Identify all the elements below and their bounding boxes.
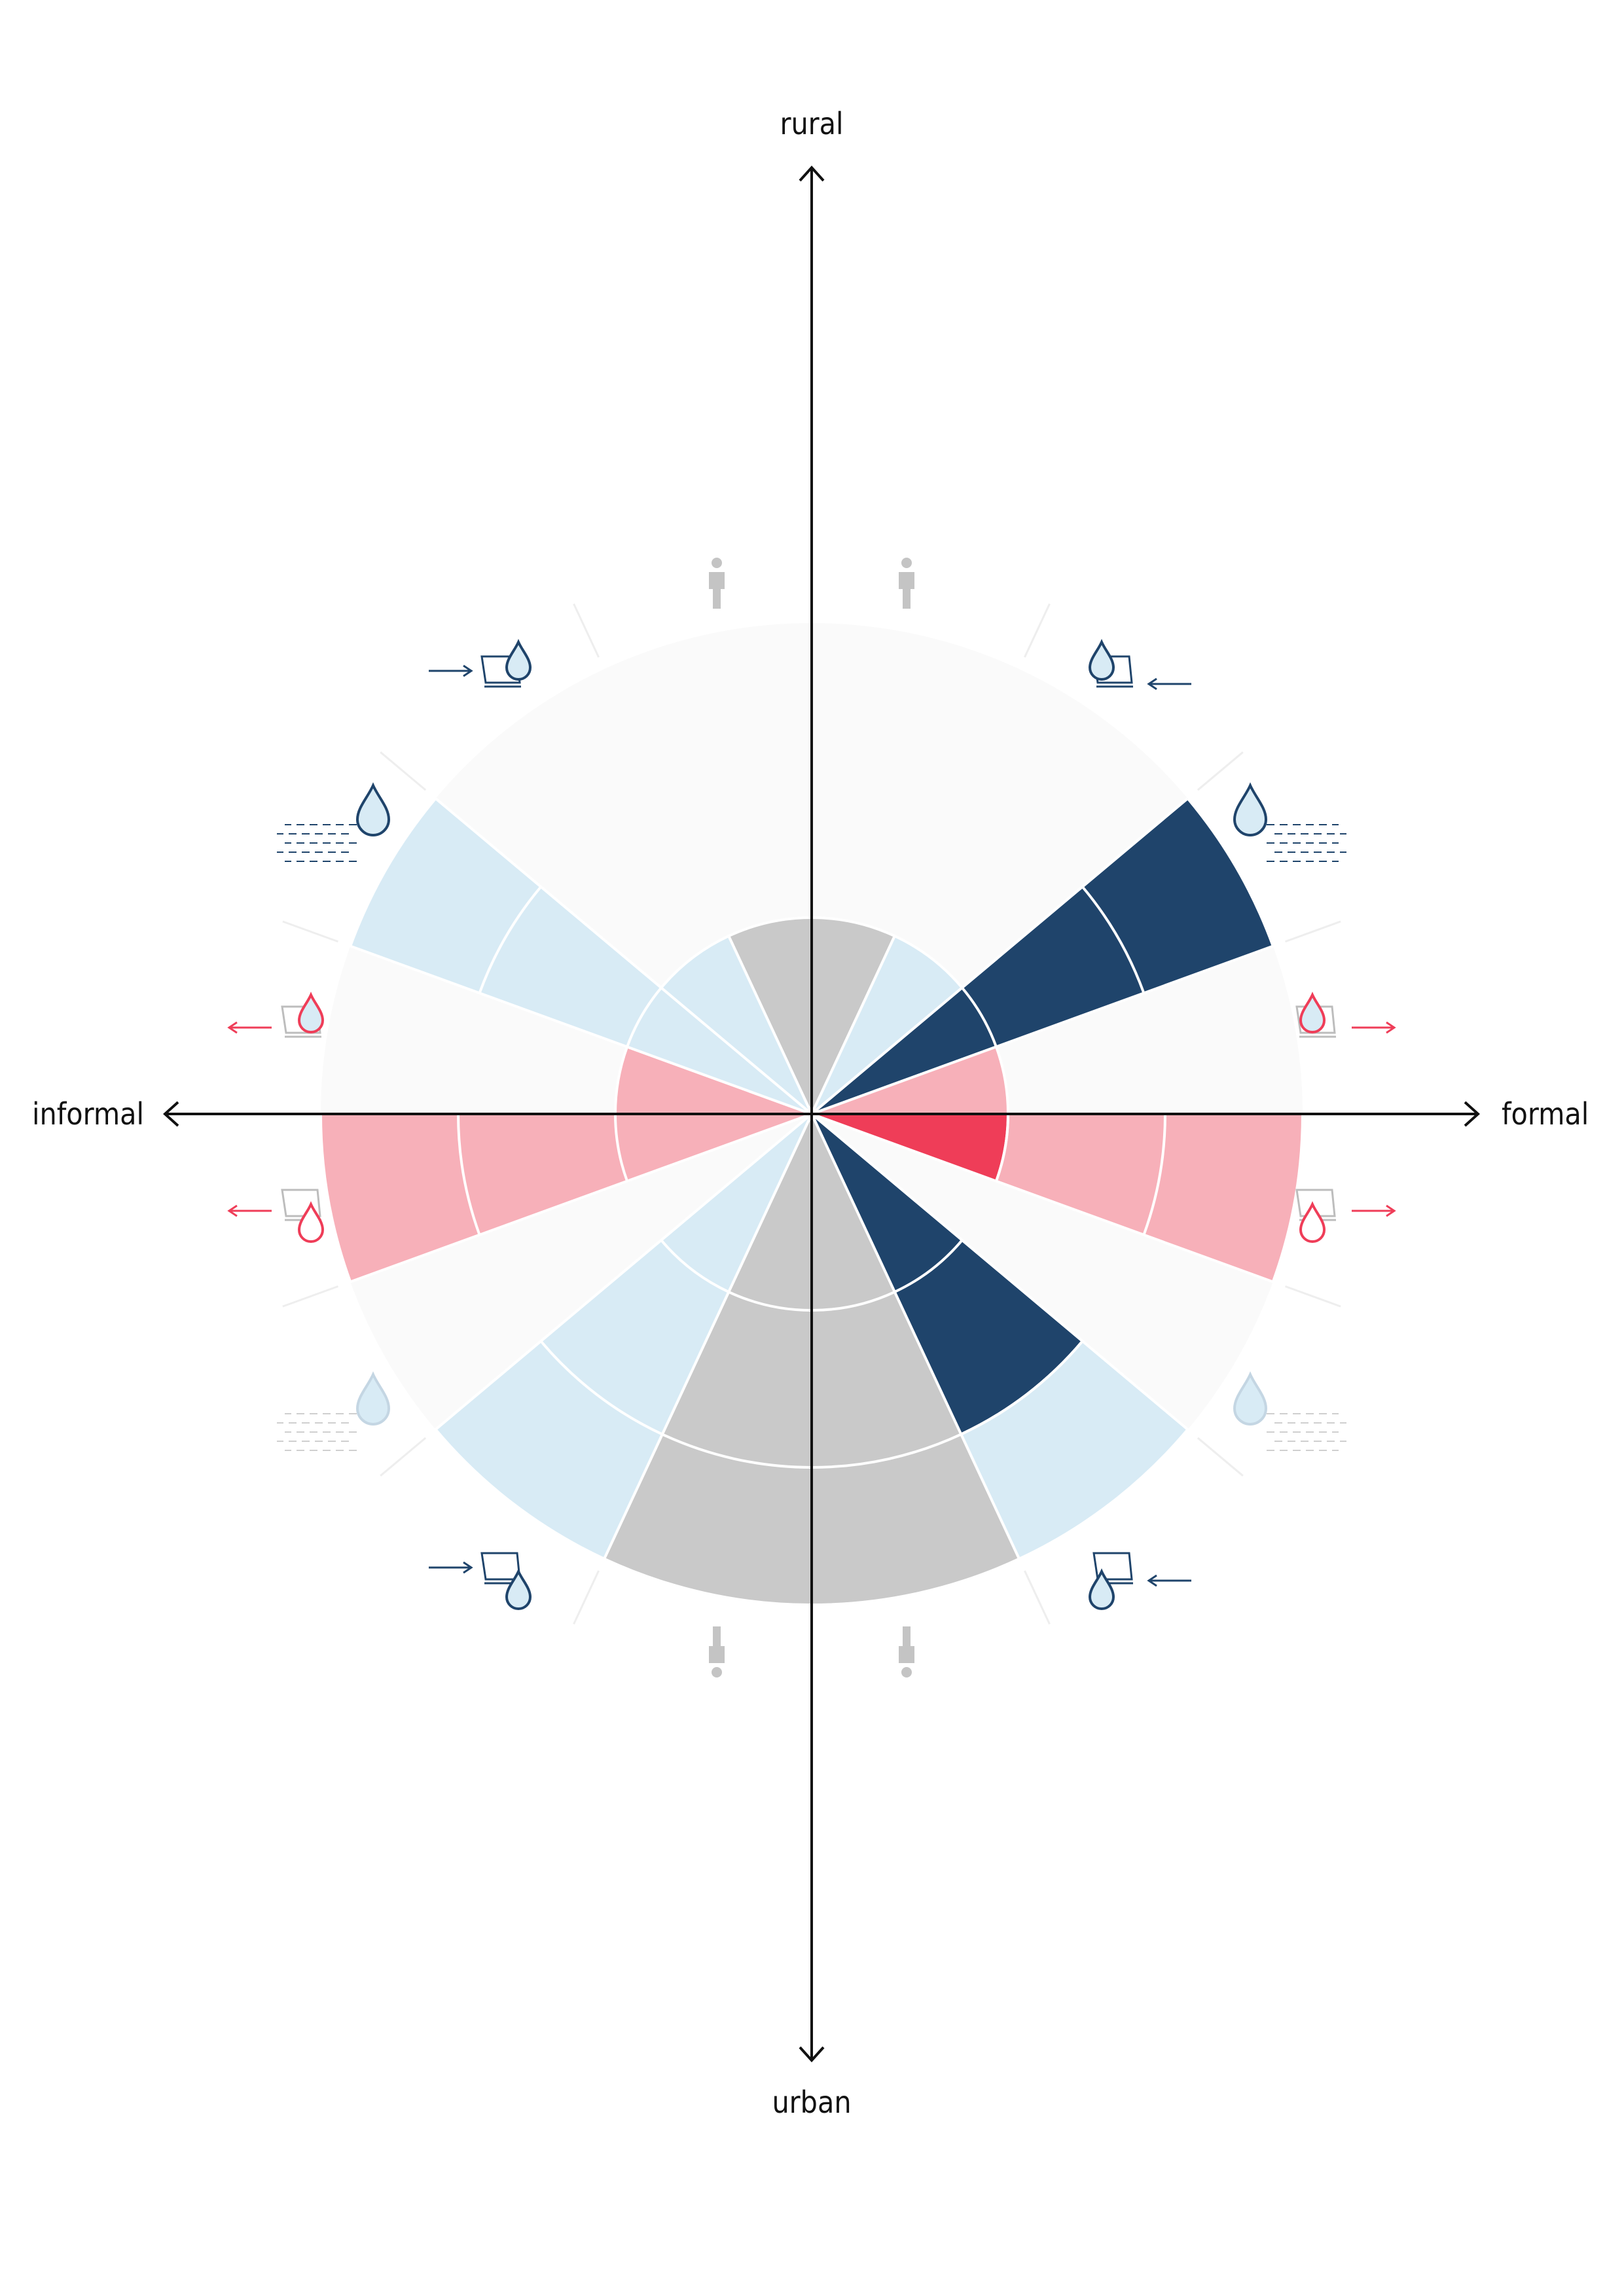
arrowhead-right	[1464, 1101, 1480, 1127]
outer-tick	[1024, 1570, 1051, 1625]
water-collection-icon	[1088, 1552, 1191, 1610]
ring-arc	[626, 986, 662, 1048]
water-drop-icon	[1233, 1371, 1268, 1426]
person-icon	[709, 558, 725, 609]
person-head	[901, 1667, 912, 1677]
person-head	[901, 558, 912, 568]
axis-label-informal: informal	[32, 1096, 144, 1132]
outer-tick	[380, 751, 427, 791]
segment-formal-source-rural	[810, 934, 964, 1115]
water-drop-icon	[505, 1568, 532, 1610]
ring-arc	[1142, 1113, 1166, 1236]
arrowhead-icon	[1386, 1021, 1396, 1034]
arrowhead-icon	[1147, 1574, 1157, 1587]
ring-arc	[614, 1113, 628, 1182]
outer-tick	[1197, 1437, 1244, 1477]
ring-arc	[961, 986, 998, 1048]
ring-arc	[960, 1340, 1084, 1436]
water-source-icon	[1233, 1371, 1346, 1451]
axis-label-urban: urban	[772, 2085, 851, 2120]
container-icon	[1295, 1189, 1336, 1217]
segment-informal-source-urban	[433, 1113, 813, 1561]
arrowhead-icon	[1386, 1204, 1396, 1217]
outer-tick	[1285, 1285, 1341, 1308]
water-drop-icon	[297, 1201, 325, 1243]
person-body	[899, 572, 914, 609]
person-body	[709, 1626, 725, 1663]
arrowhead-icon	[1147, 677, 1157, 691]
outer-tick	[1197, 751, 1244, 791]
axis-label-formal: formal	[1502, 1096, 1589, 1132]
water-drop-icon	[1299, 1201, 1326, 1243]
arrowhead-icon	[227, 1021, 238, 1034]
segment-informal-source-rural	[659, 934, 813, 1115]
person-body	[899, 1626, 914, 1663]
arrowhead-icon	[227, 1204, 238, 1217]
water-source-icon	[277, 782, 391, 862]
ring-arc	[457, 1113, 481, 1236]
water-collection-icon	[429, 1552, 532, 1610]
outer-tick	[380, 1437, 427, 1477]
water-drop-icon	[1088, 1568, 1115, 1610]
water-drop-icon	[1233, 782, 1268, 836]
wastewater-icon	[227, 992, 325, 1038]
water-drop-icon	[355, 782, 391, 836]
water-drop-icon	[355, 1371, 391, 1426]
ring-arc	[478, 886, 542, 994]
ring-arc	[660, 1239, 730, 1293]
outer-tick	[1024, 603, 1051, 658]
person-icon	[899, 1626, 914, 1677]
outer-tick	[573, 603, 600, 658]
arrowhead-icon	[463, 664, 473, 677]
outer-tick	[282, 920, 338, 943]
person-head	[712, 1667, 722, 1677]
segment-group	[319, 797, 1305, 1606]
arrowhead-icon	[463, 1561, 473, 1574]
wastewater-icon	[1295, 1189, 1396, 1243]
arrowhead-left	[163, 1101, 179, 1127]
water-collection-icon	[429, 639, 532, 688]
wastewater-icon	[1295, 992, 1396, 1038]
outer-tick	[1285, 920, 1341, 943]
axes	[163, 166, 1480, 2062]
wastewater-icon	[227, 1189, 325, 1243]
axis-label-rural: rural	[780, 106, 843, 141]
container-icon	[480, 1552, 521, 1581]
person-icon	[709, 1626, 725, 1677]
person-icon	[899, 558, 914, 609]
water-drop-icon	[505, 639, 532, 681]
person-head	[712, 558, 722, 568]
water-drop-icon	[1088, 639, 1115, 681]
water-source-icon	[1233, 782, 1346, 862]
outer-tick	[573, 1570, 600, 1625]
segment-informal-water-upper	[348, 797, 813, 1115]
person-body	[709, 572, 725, 609]
ring-arc	[995, 1113, 1009, 1182]
outer-tick	[282, 1285, 338, 1308]
water-collection-icon	[1088, 639, 1191, 691]
water-source-icon	[277, 1371, 391, 1451]
segment-formal-water-upper	[810, 797, 1275, 1115]
water-drop-icon	[297, 992, 325, 1033]
arrowhead-down	[799, 2046, 825, 2062]
segment-informal-waste-lower	[319, 1113, 812, 1284]
icon-group	[227, 558, 1396, 1677]
ring-arc	[1081, 886, 1146, 994]
arrowhead-up	[799, 166, 825, 182]
water-drop-icon	[1299, 992, 1326, 1033]
ring-arc	[893, 1239, 964, 1293]
ring-arc	[539, 1340, 663, 1436]
